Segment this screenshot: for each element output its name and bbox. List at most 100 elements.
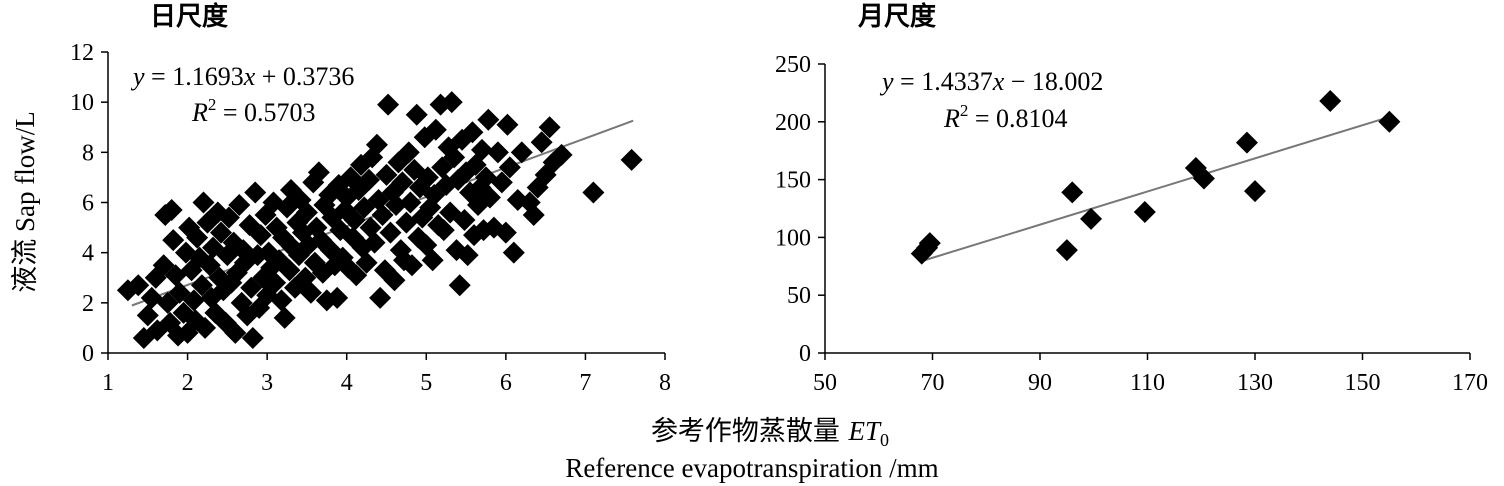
y-axis-label: 液流 Sap flow/L: [10, 111, 40, 293]
monthly-y-tick-label: 100: [775, 225, 811, 251]
daily-data-point: [448, 274, 471, 297]
daily-data-point: [273, 306, 296, 329]
daily-data-point: [371, 204, 394, 227]
daily-x-tick-label: 5: [420, 370, 432, 396]
daily-x-tick-label: 6: [500, 370, 512, 396]
daily-data-point: [244, 181, 267, 204]
monthly-x-tick-label: 130: [1237, 370, 1273, 396]
daily-equation: y = 1.1693x + 0.3736: [130, 62, 354, 91]
daily-data-point: [522, 204, 545, 227]
daily-data-point: [375, 163, 398, 186]
monthly-data-point: [918, 232, 941, 255]
daily-r-squared: R2 = 0.5703: [191, 95, 316, 127]
daily-data-point: [461, 121, 484, 144]
daily-x-tick-label: 1: [102, 370, 114, 396]
monthly-data-point: [1319, 89, 1342, 112]
daily-data-point: [186, 226, 209, 249]
daily-data-point: [270, 289, 293, 312]
daily-data-point: [198, 254, 221, 277]
daily-data-point: [453, 209, 476, 232]
daily-data-point: [432, 219, 455, 242]
monthly-x-tick-label: 170: [1452, 370, 1488, 396]
daily-data-point: [162, 229, 185, 252]
daily-y-tick-label: 6: [82, 191, 94, 217]
daily-x-tick-label: 4: [341, 370, 353, 396]
daily-data-point: [363, 231, 386, 254]
daily-data-point: [399, 191, 422, 214]
daily-data-point: [486, 141, 509, 164]
monthly-equation: y = 1.4337x − 18.002: [879, 67, 1103, 96]
daily-data-point: [478, 186, 501, 209]
monthly-x-tick-label: 50: [813, 370, 837, 396]
daily-data-point: [391, 171, 414, 194]
daily-data-point: [424, 118, 447, 141]
daily-y-tick-label: 0: [82, 341, 94, 367]
daily-data-point: [228, 194, 251, 217]
daily-data-point: [278, 259, 301, 282]
monthly-data-point: [1055, 239, 1078, 262]
daily-data-point: [377, 93, 400, 116]
daily-data-point: [365, 133, 388, 156]
daily-data-point: [456, 244, 479, 267]
daily-data-point: [264, 271, 287, 294]
daily-data-point: [416, 166, 439, 189]
daily-data-point: [421, 249, 444, 272]
daily-x-tick-label: 3: [261, 370, 273, 396]
daily-data-point: [385, 194, 408, 217]
daily-data-point: [355, 251, 378, 274]
monthly-x-tick-label: 150: [1345, 370, 1381, 396]
monthly-y-tick-label: 0: [799, 341, 811, 367]
monthly-y-tick-label: 50: [787, 283, 811, 309]
daily-data-point: [400, 254, 423, 277]
daily-data-point: [343, 209, 366, 232]
monthly-data-point: [1192, 167, 1215, 190]
monthly-y-tick-label: 200: [775, 110, 811, 136]
daily-data-point: [217, 206, 240, 229]
monthly-trendline: [921, 115, 1390, 263]
daily-data-point: [295, 201, 318, 224]
daily-data-point: [498, 156, 521, 179]
daily-data-point: [538, 116, 561, 139]
monthly-chart-title: 月尺度: [857, 1, 936, 32]
daily-data-point: [582, 181, 605, 204]
daily-y-tick-label: 12: [70, 40, 94, 66]
daily-data-point: [357, 168, 380, 191]
daily-data-point: [136, 304, 159, 327]
daily-data-point: [241, 326, 264, 349]
daily-data-point: [383, 269, 406, 292]
daily-data-point: [510, 141, 533, 164]
monthly-x-tick-label: 90: [1028, 370, 1052, 396]
monthly-data-point: [1244, 180, 1266, 203]
x-axis-label-chinese: 参考作物蒸散量 ET0: [651, 416, 889, 450]
monthly-y-tick-label: 250: [775, 52, 811, 78]
daily-data-point: [550, 143, 573, 166]
daily-chart-title: 日尺度: [150, 1, 228, 32]
daily-data-point: [440, 91, 463, 114]
monthly-data-point: [1235, 131, 1258, 154]
daily-data-point: [490, 171, 513, 194]
daily-data-point: [443, 146, 466, 169]
daily-data-point: [379, 221, 402, 244]
daily-data-point: [192, 191, 215, 214]
daily-data-point: [160, 199, 183, 222]
monthly-data-point: [1378, 110, 1401, 133]
daily-y-tick-label: 10: [70, 90, 94, 116]
daily-data-point: [190, 274, 213, 297]
daily-data-point: [182, 289, 205, 312]
monthly-data-point: [1061, 181, 1084, 204]
monthly-x-tick-label: 70: [921, 370, 945, 396]
daily-data-point: [249, 224, 272, 247]
monthly-r-squared: R2 = 0.8104: [943, 101, 1068, 133]
daily-y-tick-label: 2: [82, 291, 94, 317]
daily-data-point: [530, 131, 553, 154]
daily-data-point: [620, 148, 643, 171]
daily-data-point: [127, 274, 150, 297]
daily-data-point: [494, 221, 517, 244]
monthly-x-tick-label: 110: [1130, 370, 1165, 396]
daily-data-point: [369, 286, 392, 309]
daily-data-point: [194, 316, 217, 339]
daily-data-point: [224, 321, 247, 344]
monthly-data-point: [1080, 207, 1103, 230]
